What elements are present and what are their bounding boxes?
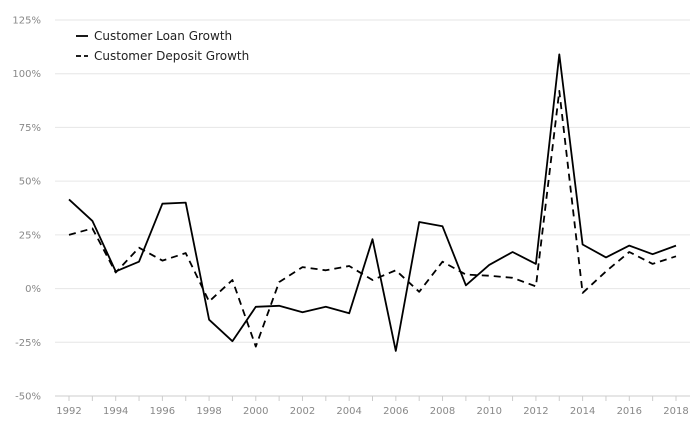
legend-label: Customer Loan Growth bbox=[94, 29, 232, 43]
x-tick-label: 2006 bbox=[383, 406, 408, 417]
y-tick-label: 0% bbox=[25, 284, 41, 295]
y-tick-label: -50% bbox=[15, 392, 41, 403]
x-tick-label: 2012 bbox=[523, 406, 548, 417]
y-tick-label: 100% bbox=[12, 69, 41, 80]
y-tick-label: 75% bbox=[19, 123, 41, 134]
x-tick-label: 2010 bbox=[477, 406, 502, 417]
x-tick-label: 2000 bbox=[243, 406, 268, 417]
y-tick-label: -25% bbox=[15, 338, 41, 349]
gridlines bbox=[55, 19, 690, 343]
axes: -50% -25% 0% 25% 50% 75% 100% 125% 1992 1994 1996 1… bbox=[12, 16, 690, 417]
legend-label: Customer Deposit Growth bbox=[94, 49, 249, 63]
x-tick-label: 2004 bbox=[336, 406, 361, 417]
series-line-customer-loan-growth bbox=[68, 53, 677, 352]
x-tick-label: 1996 bbox=[150, 406, 175, 417]
x-tick-label: 2014 bbox=[570, 406, 595, 417]
x-tick-label: 1994 bbox=[103, 406, 128, 417]
y-tick-label: 25% bbox=[19, 230, 41, 241]
y-tick-label: 125% bbox=[12, 16, 41, 27]
x-tick-label: 1992 bbox=[56, 406, 81, 417]
y-tick-label: 50% bbox=[19, 177, 41, 188]
x-tick-label: 2008 bbox=[430, 406, 455, 417]
series-lines bbox=[68, 53, 677, 352]
x-tick-label: 1998 bbox=[196, 406, 221, 417]
x-tick-label: 2002 bbox=[290, 406, 315, 417]
x-tick-label: 2016 bbox=[617, 406, 642, 417]
series-line-customer-deposit-growth bbox=[68, 90, 677, 348]
x-tick-label: 2018 bbox=[663, 406, 688, 417]
legend: Customer Loan Growth Customer Deposit Gro… bbox=[76, 29, 249, 63]
